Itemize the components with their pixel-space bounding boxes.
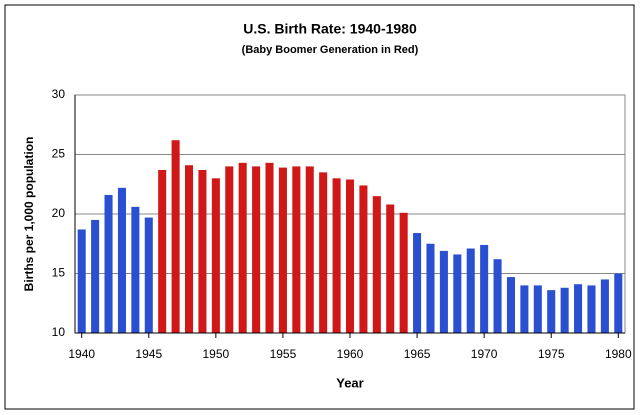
bar xyxy=(198,169,207,333)
chart-title: U.S. Birth Rate: 1940-1980 xyxy=(243,21,417,37)
y-axis-label: Births per 1,000 population xyxy=(22,137,36,292)
bar xyxy=(466,248,475,333)
y-tick-label: 20 xyxy=(52,206,66,220)
bar xyxy=(252,166,261,333)
bar xyxy=(77,229,86,333)
bar xyxy=(372,196,381,333)
bar xyxy=(547,290,556,333)
x-tick-label: 1960 xyxy=(337,347,364,361)
x-tick-label: 1965 xyxy=(404,347,431,361)
bar xyxy=(144,217,153,333)
x-tick-label: 1940 xyxy=(68,347,95,361)
y-tick-label: 15 xyxy=(52,266,66,280)
bar xyxy=(600,279,609,333)
x-axis-label: Year xyxy=(336,375,363,390)
bar xyxy=(305,166,314,333)
x-tick-label: 1970 xyxy=(471,347,498,361)
x-tick-label: 1975 xyxy=(538,347,565,361)
bar xyxy=(91,219,100,333)
bar xyxy=(614,273,623,333)
bar xyxy=(520,285,529,333)
bar xyxy=(386,204,395,333)
bar xyxy=(238,162,247,333)
bar xyxy=(345,179,355,333)
bar xyxy=(359,185,368,333)
x-tick-label: 1945 xyxy=(135,347,162,361)
bar xyxy=(426,243,435,333)
bar xyxy=(225,166,234,333)
y-tick-label: 25 xyxy=(52,147,66,161)
bar xyxy=(399,212,408,333)
bar xyxy=(158,169,167,333)
bar xyxy=(574,284,583,333)
bar xyxy=(480,244,489,333)
bar xyxy=(292,166,301,333)
bar xyxy=(104,194,113,333)
x-tick-label: 1955 xyxy=(270,347,297,361)
x-tick-label: 1980 xyxy=(605,347,632,361)
bar xyxy=(439,250,448,333)
bar xyxy=(587,285,596,333)
bar xyxy=(211,178,220,333)
x-tick-label: 1950 xyxy=(203,347,230,361)
bar xyxy=(533,285,542,333)
bar xyxy=(319,172,328,333)
chart-subtitle: (Baby Boomer Generation in Red) xyxy=(242,44,419,56)
bar xyxy=(265,162,274,333)
bar xyxy=(413,233,422,333)
bar xyxy=(117,187,126,333)
bar xyxy=(506,277,515,333)
bar xyxy=(560,287,569,333)
bar xyxy=(131,206,140,333)
bar xyxy=(171,140,180,333)
bar xyxy=(278,167,287,333)
bar xyxy=(453,254,462,333)
y-tick-label: 30 xyxy=(52,87,66,101)
bar xyxy=(185,165,194,333)
bar xyxy=(493,259,502,333)
bar xyxy=(332,178,341,333)
y-tick-label: 10 xyxy=(52,325,66,339)
